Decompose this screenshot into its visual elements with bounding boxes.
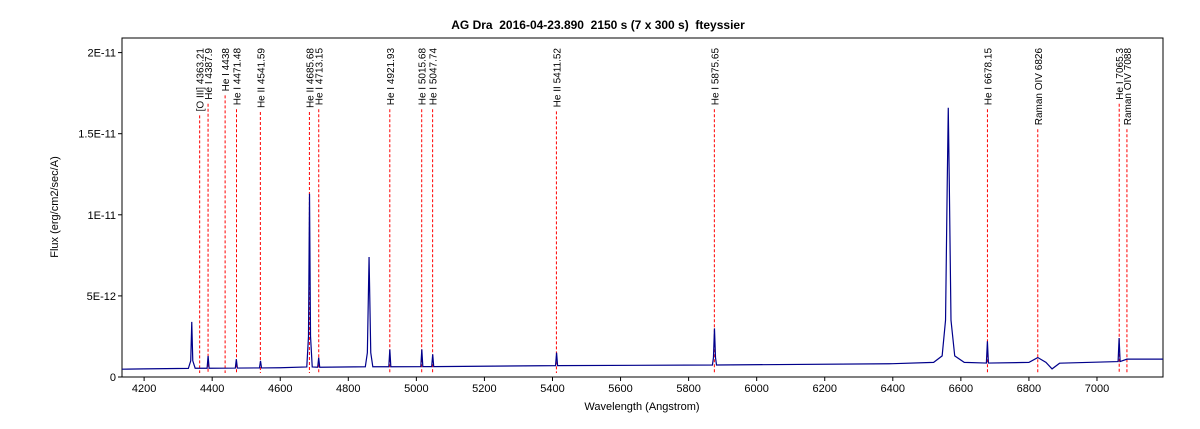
line-label: He I 5875.65	[710, 48, 721, 106]
line-label: He I 4921.93	[386, 48, 397, 106]
x-tick-label: 6800	[1017, 383, 1041, 395]
line-label: He I 5047.74	[429, 48, 440, 106]
y-tick-label: 1E-11	[87, 210, 116, 222]
x-tick-label: 5600	[608, 383, 632, 395]
line-label: He II 4541.59	[256, 48, 267, 108]
line-label: Raman OIV 6826	[1034, 48, 1045, 126]
x-tick-label: 6600	[949, 383, 973, 395]
x-tick-label: 4800	[336, 383, 360, 395]
line-label: He II 5411.52	[552, 48, 563, 108]
line-label: He I 4471.48	[233, 48, 244, 106]
line-label: He I 7065.3	[1115, 48, 1126, 100]
line-label: He I 4387.9	[204, 48, 215, 100]
x-tick-label: 7000	[1085, 383, 1109, 395]
x-tick-label: 4600	[268, 383, 292, 395]
line-label: He I 4438	[221, 48, 232, 92]
x-tick-label: 6400	[881, 383, 905, 395]
line-label: He I 4713.15	[315, 48, 326, 106]
line-label: Raman OIV 7088	[1123, 48, 1134, 126]
plot-frame	[121, 37, 1164, 378]
y-axis-label: Flux (erg/cm2/sec/A)	[49, 156, 61, 257]
y-tick-label: 0	[110, 372, 116, 384]
y-tick-label: 1.5E-11	[78, 129, 116, 141]
spectrum-line	[121, 107, 1163, 370]
line-label: He I 5015.68	[418, 48, 429, 106]
x-tick-label: 6000	[744, 383, 768, 395]
line-label: He II 4685.68	[305, 48, 316, 108]
x-tick-label: 4400	[200, 383, 224, 395]
x-axis-label: Wavelength (Angstrom)	[584, 401, 699, 413]
x-tick-label: 5800	[676, 383, 700, 395]
line-label: [O III] 4363.21	[196, 48, 207, 112]
x-tick-label: 5400	[540, 383, 564, 395]
x-tick-label: 5200	[472, 383, 496, 395]
x-tick-label: 6200	[812, 383, 836, 395]
y-tick-label: 5E-12	[87, 291, 116, 303]
line-label: He I 6678.15	[983, 48, 994, 106]
x-tick-label: 5000	[404, 383, 428, 395]
y-tick-label: 2E-11	[87, 48, 116, 60]
x-tick-label: 4200	[132, 383, 156, 395]
chart-title: AG Dra 2016-04-23.890 2150 s (7 x 300 s)…	[451, 18, 745, 32]
